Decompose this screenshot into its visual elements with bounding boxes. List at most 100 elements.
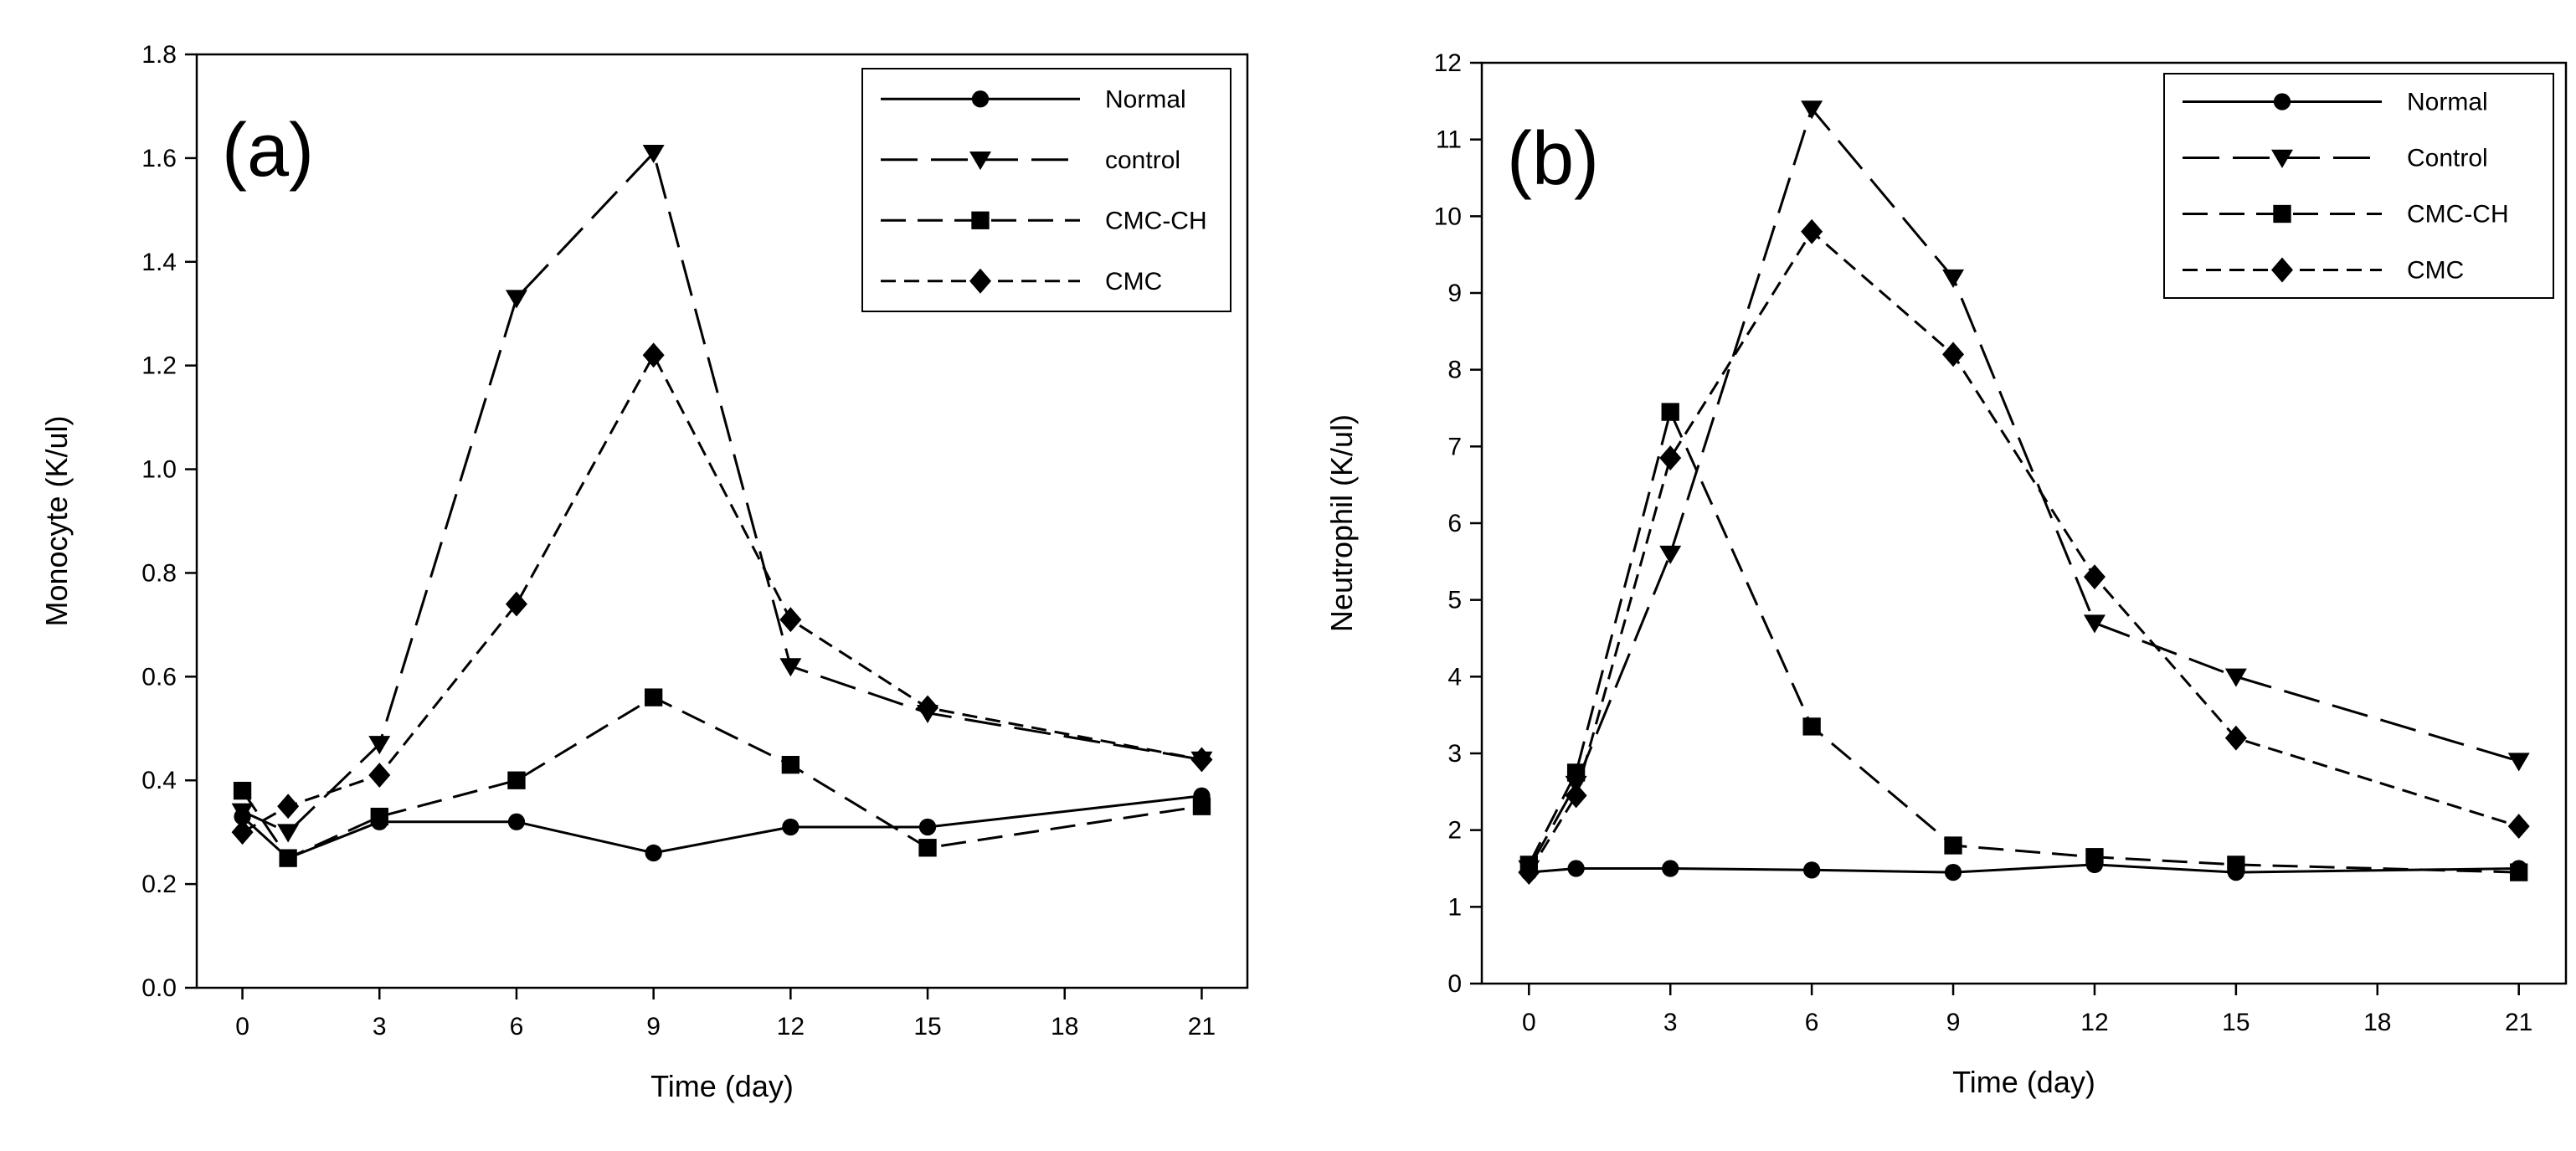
data-point-control (1942, 269, 1965, 289)
legend-box (2163, 73, 2554, 299)
data-point-control (2224, 668, 2247, 687)
data-point-control (368, 736, 391, 755)
y-tick-label: 11 (1436, 126, 1462, 154)
legend-label-normal: Normal (2407, 89, 2488, 116)
y-tick-label: 10 (1434, 203, 1462, 230)
data-point-cmc-ch (233, 781, 252, 800)
x-tick-label: 18 (1051, 1013, 1078, 1041)
data-point-cmc (368, 763, 391, 788)
data-point-cmc-ch (918, 839, 937, 857)
data-point-normal (1944, 863, 1962, 881)
data-point-control (277, 824, 300, 843)
legend-label-cmc-ch: CMC-CH (1105, 207, 1207, 234)
y-tick-label: 7 (1447, 433, 1462, 460)
data-point-cmc (1518, 860, 1540, 886)
y-tick-label: 6 (1447, 510, 1462, 537)
legend-marker-cmc (969, 268, 991, 294)
legend-label-control: Control (2407, 145, 2488, 172)
data-point-normal (1802, 861, 1821, 879)
data-point-cmc-ch (1661, 403, 1679, 421)
data-point-cmc (1565, 783, 1587, 809)
y-tick-label: 0 (1447, 970, 1462, 998)
y-tick-label: 0.0 (141, 974, 177, 1002)
legend-marker-control (969, 152, 991, 171)
data-point-cmc-ch (1192, 797, 1211, 815)
series-line-normal (1529, 863, 2519, 874)
data-point-cmc (505, 591, 527, 617)
x-tick-label: 15 (913, 1013, 941, 1041)
x-axis-title: Time (day) (650, 1069, 794, 1103)
series-line-cmc-ch (1527, 408, 2519, 874)
data-point-cmc (231, 820, 254, 845)
data-point-cmc-ch (781, 755, 800, 774)
data-point-control (505, 290, 527, 309)
y-tick-label: 0.8 (141, 559, 177, 587)
data-point-normal (782, 818, 800, 836)
x-tick-label: 12 (2080, 1009, 2108, 1036)
data-point-normal (645, 844, 662, 862)
legend-marker-normal (971, 90, 990, 108)
x-axis-title: Time (day) (1952, 1065, 2095, 1099)
data-point-control (2507, 753, 2530, 772)
data-point-cmc (2224, 725, 2247, 751)
data-point-control (1659, 545, 1682, 565)
data-point-control (642, 144, 665, 164)
legend: Normal control CMC-CH CMC (861, 68, 1231, 312)
series-line-control (241, 150, 1202, 834)
y-tick-label: 1.0 (141, 456, 177, 484)
data-point-cmc (1659, 445, 1682, 471)
x-tick-label: 0 (1522, 1009, 1536, 1036)
chart-panel-1: 0 3 6 9 12 15 18 21 0.0 0.2 0.4 0.6 0.8 1.0 1.2 1.4 1.6 1… (39, 41, 1249, 1103)
data-point-cmc-ch (279, 849, 297, 867)
legend-label-cmc: CMC (2407, 257, 2464, 285)
data-point-cmc (2083, 564, 2106, 590)
data-point-cmc (2507, 814, 2530, 840)
data-point-cmc-ch (2227, 856, 2245, 874)
legend-marker-cmc (2271, 257, 2293, 283)
series-line-cmc-ch (241, 696, 1202, 860)
data-point-cmc (277, 794, 300, 820)
y-tick-label: 1.4 (141, 249, 177, 276)
panel-label: (b) (1507, 117, 1599, 201)
series-line-control (1527, 105, 2520, 870)
panel-label: (a) (222, 109, 314, 193)
data-point-control (1801, 100, 1823, 120)
y-tick-label: 1.6 (141, 145, 177, 172)
series-line-cmc (1528, 229, 2520, 873)
x-tick-label: 18 (2363, 1009, 2391, 1036)
data-point-cmc (642, 342, 665, 368)
x-tick-label: 3 (1663, 1009, 1678, 1036)
data-point-control (779, 658, 802, 677)
y-tick-label: 12 (1434, 49, 1462, 77)
y-axis-title: Monocyte (K/ul) (39, 415, 74, 626)
data-point-cmc (779, 607, 802, 633)
x-tick-label: 12 (777, 1013, 805, 1041)
data-point-cmc-ch (1566, 763, 1586, 782)
y-tick-label: 1 (1447, 893, 1462, 921)
x-tick-label: 6 (1805, 1009, 1819, 1036)
y-tick-label: 5 (1447, 587, 1462, 614)
data-point-cmc (1190, 747, 1213, 773)
plot-frame (195, 53, 1249, 989)
legend-label-normal: Normal (1105, 85, 1186, 113)
x-tick-label: 21 (1188, 1013, 1216, 1041)
x-tick-label: 15 (2222, 1009, 2250, 1036)
legend: Normal Control CMC-CH CMC (2163, 73, 2554, 299)
data-point-cmc-ch (2510, 863, 2528, 881)
data-point-control (231, 803, 254, 822)
y-tick-label: 0.6 (141, 663, 177, 691)
series-line-cmc (241, 352, 1202, 834)
data-point-cmc (1801, 218, 1823, 244)
data-point-cmc (1942, 342, 1965, 367)
legend-marker-cmc-ch (971, 211, 990, 229)
x-tick-label: 9 (646, 1013, 661, 1041)
legend-marker-cmc-ch (2273, 204, 2291, 224)
legend-label-control: control (1105, 146, 1180, 174)
data-point-control (2083, 614, 2106, 634)
y-tick-label: 0.4 (141, 767, 177, 794)
x-tick-label: 3 (373, 1013, 387, 1041)
x-tick-label: 21 (2505, 1009, 2532, 1036)
